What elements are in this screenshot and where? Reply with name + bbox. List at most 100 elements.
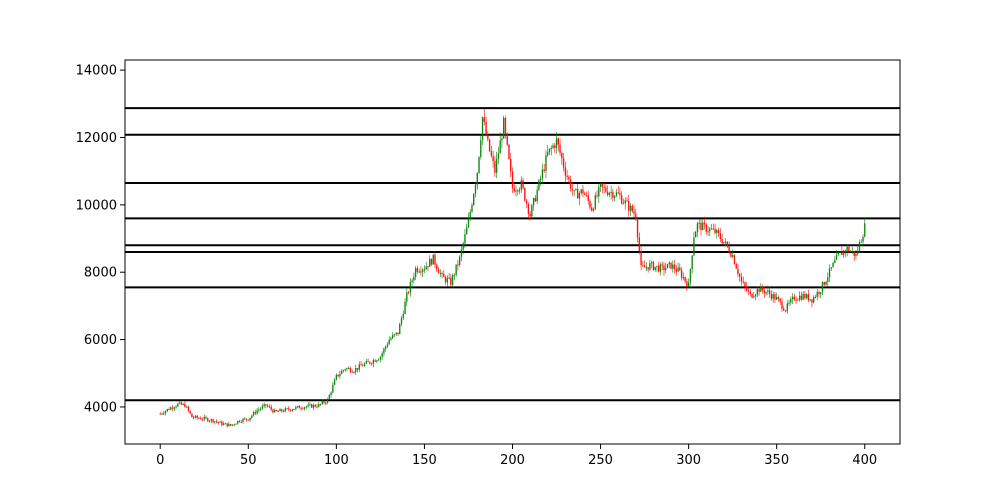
candle-down — [198, 417, 200, 419]
candle-down — [811, 299, 813, 303]
candle-up — [458, 256, 461, 265]
candle-down — [746, 286, 748, 291]
candle-up — [339, 374, 341, 377]
candle-down — [282, 411, 285, 413]
candle-down — [485, 122, 487, 136]
candle-up — [672, 264, 674, 269]
candle-down — [726, 241, 729, 247]
candle-up — [161, 413, 163, 415]
candle-down — [633, 211, 635, 214]
candle-up — [381, 353, 383, 357]
candle-up — [344, 369, 346, 371]
candle-up — [615, 192, 618, 197]
candle-up — [259, 408, 262, 410]
candle-up — [471, 205, 473, 212]
candle-up — [453, 274, 456, 276]
candle-down — [192, 417, 195, 419]
candle-up — [365, 361, 368, 364]
candle-up — [462, 243, 464, 250]
candle-down — [369, 361, 371, 364]
candle-up — [446, 278, 449, 283]
candle-down — [207, 418, 209, 422]
candle-down — [703, 222, 706, 225]
candle-down — [684, 277, 686, 282]
candle-up — [599, 183, 602, 187]
candle-down — [675, 269, 678, 272]
candle-up — [580, 189, 582, 194]
candle-down — [585, 194, 588, 196]
y-tick-label: 8000 — [84, 266, 117, 281]
candle-up — [325, 402, 327, 404]
candle-down — [191, 413, 193, 418]
candle-up — [242, 418, 244, 422]
candle-down — [714, 228, 716, 233]
candle-up — [330, 392, 332, 396]
candle-down — [323, 401, 325, 403]
candle-down — [737, 268, 739, 275]
candle-down — [783, 308, 785, 311]
candle-down — [245, 418, 248, 420]
candle-down — [488, 139, 491, 152]
candle-down — [643, 265, 646, 268]
candle-up — [518, 189, 521, 192]
candle-up — [665, 268, 667, 271]
candle-up — [855, 253, 857, 257]
candle-up — [555, 138, 558, 148]
candle-down — [853, 251, 855, 257]
candle-up — [659, 264, 662, 272]
candle-up — [827, 277, 829, 282]
candle-up — [495, 158, 498, 173]
y-tick-label: 10000 — [76, 198, 117, 213]
candle-down — [631, 205, 633, 212]
candle-up — [478, 156, 480, 173]
candle-down — [652, 262, 655, 270]
candle-up — [754, 294, 757, 297]
candle-up — [649, 263, 651, 270]
candle-up — [379, 356, 382, 360]
candle-down — [569, 179, 572, 189]
candle-down — [266, 405, 269, 407]
candle-down — [596, 195, 598, 197]
candle-up — [233, 424, 235, 426]
candle-down — [420, 271, 422, 273]
candle-down — [818, 292, 820, 294]
y-tick-label: 12000 — [76, 131, 117, 146]
candle-up — [390, 338, 392, 340]
candle-down — [221, 421, 223, 426]
candle-up — [346, 368, 348, 370]
candle-up — [820, 292, 822, 294]
candle-up — [694, 232, 697, 238]
candle-down — [612, 191, 614, 198]
candle-down — [628, 201, 630, 211]
candle-up — [832, 262, 834, 268]
candle-down — [298, 406, 301, 409]
candle-up — [384, 346, 387, 349]
candle-down — [848, 246, 850, 252]
candle-down — [434, 254, 436, 265]
candle-up — [404, 301, 406, 314]
candle-up — [814, 296, 817, 298]
candle-up — [709, 228, 711, 232]
candle-up — [439, 273, 441, 275]
candle-up — [538, 180, 540, 190]
candle-up — [798, 295, 801, 300]
candle-up — [821, 282, 824, 293]
candle-down — [525, 200, 528, 204]
candle-down — [522, 180, 524, 188]
candle-down — [770, 293, 773, 299]
candle-up — [520, 180, 523, 190]
candle-up — [552, 145, 554, 148]
candle-down — [490, 151, 493, 157]
candle-up — [210, 419, 213, 421]
candle-down — [506, 133, 508, 145]
candle-down — [450, 277, 452, 285]
candle-up — [263, 404, 265, 407]
candle-down — [427, 266, 429, 268]
x-tick-label: 300 — [676, 453, 701, 468]
candle-down — [673, 264, 676, 270]
candles — [159, 109, 866, 428]
candle-up — [166, 409, 168, 412]
candle-up — [432, 254, 434, 265]
candle-down — [483, 117, 486, 123]
candle-down — [730, 252, 732, 257]
